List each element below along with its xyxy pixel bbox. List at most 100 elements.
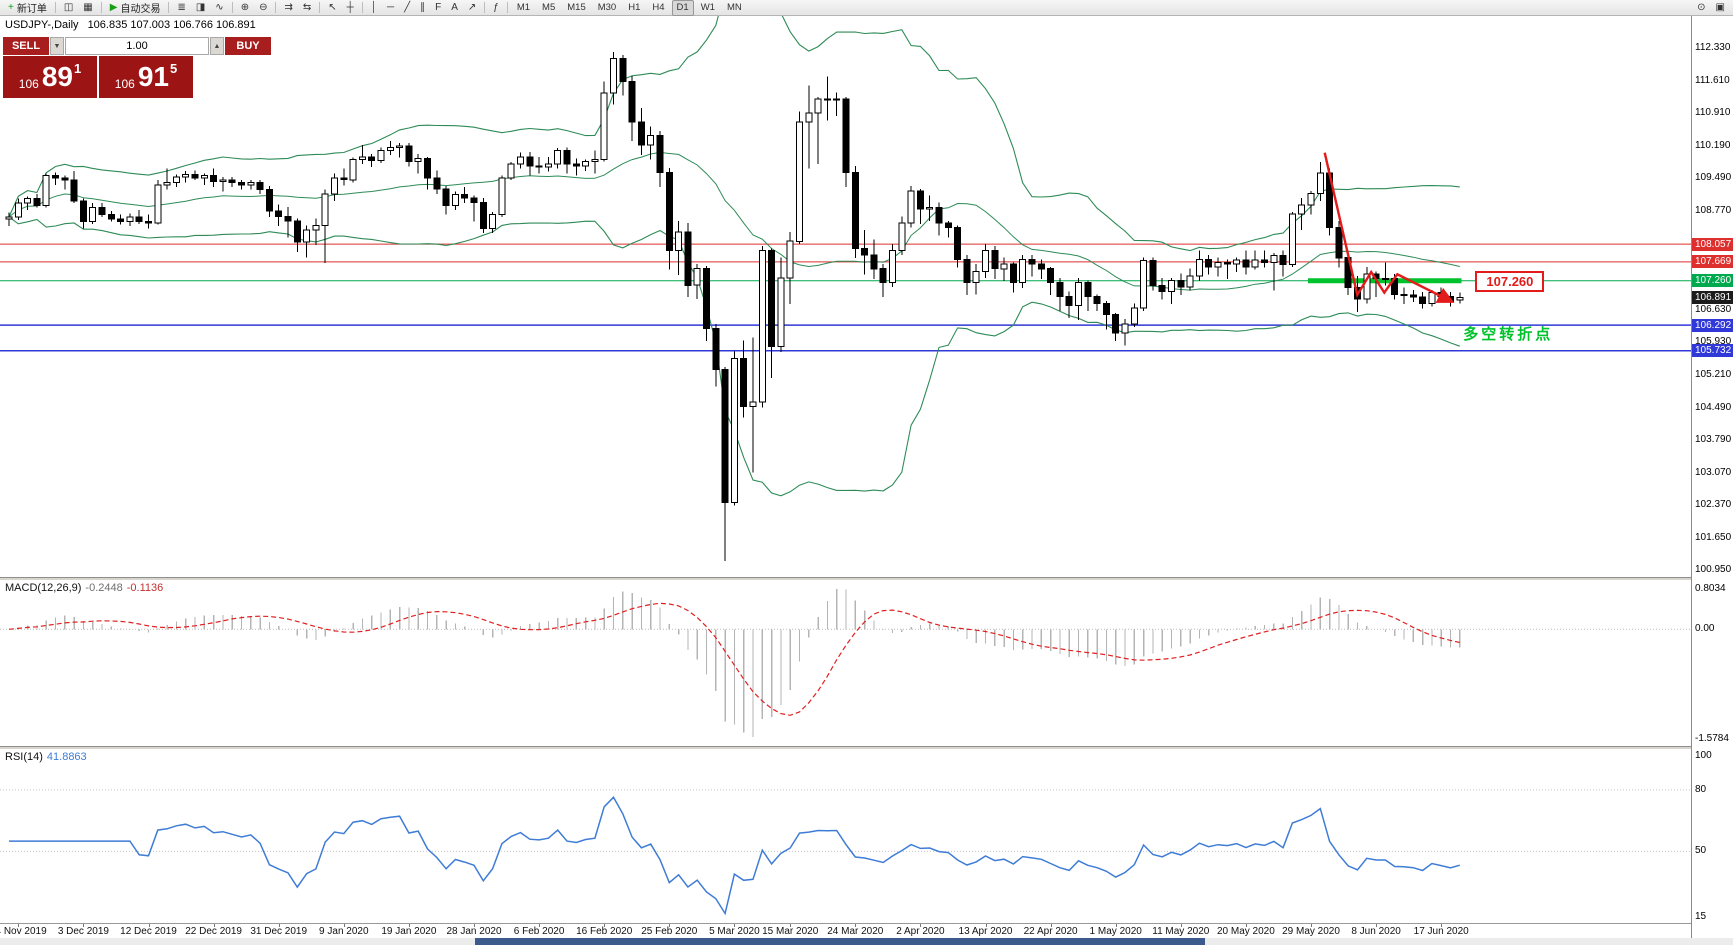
bar-chart-icon[interactable]: ≣ [173,0,189,16]
bar-chart-icon: ≣ [177,2,186,13]
time-axis-tick [669,924,671,927]
candlestick-chart-canvas[interactable] [0,16,1691,577]
volume-input[interactable] [65,37,209,55]
timeframe-button-m15[interactable]: M15 [567,2,586,13]
horizontal-line-icon[interactable]: ─ [383,0,398,16]
sell-button[interactable]: SELL [3,37,49,55]
buy-button[interactable]: BUY [225,37,271,55]
date-label: 8 Jun 2020 [1351,926,1401,937]
channel-icon: ∥ [420,2,426,13]
new-order-button: + [8,2,14,13]
indicators-icon[interactable]: ƒ [489,0,503,16]
date-label: 6 Feb 2020 [513,926,565,937]
time-axis-tick [1050,924,1052,927]
time-axis-tick [920,924,922,927]
date-label: 11 May 2020 [1152,926,1210,937]
rsi-pane[interactable]: RSI(14) 41.8863 [0,749,1692,923]
timeframe-button-mn[interactable]: MN [726,2,742,13]
macd-name: MACD(12,26,9) [5,582,82,594]
date-label: 28 Jan 2020 [446,926,502,937]
time-axis-tick [278,924,280,927]
arrow-tool-icon: ↗ [467,2,477,13]
tile-windows-icon: ▦ [83,2,93,13]
date-label: 12 Dec 2019 [120,926,177,937]
new-order-button[interactable]: + 新订单 [4,0,51,16]
arrow-tool-icon[interactable]: ↗ [464,0,480,16]
timeframe-button-h4[interactable]: H4 [652,2,665,13]
time-axis-tick [83,924,85,927]
turning-point-annotation[interactable]: 多空转折点 [1463,325,1554,343]
price-axis-label: 104.490 [1695,401,1732,413]
chart-window-icon: ◫ [63,2,74,13]
cursor-icon[interactable]: ↖ [324,0,340,16]
time-axis-tick [408,924,410,927]
time-axis-tick [539,924,541,927]
auto-scroll-icon[interactable]: ⇉ [280,0,296,16]
price-level-annotation-box[interactable]: 107.260 [1475,270,1545,292]
sell-price-button[interactable]: 106 89 1 [3,56,97,98]
sell-price-point: 1 [73,61,82,76]
panel-icon[interactable]: ▣ [1712,0,1729,16]
price-axis[interactable]: 112.330 111.610 110.910 110.190 109.490 108.7… [1692,16,1733,938]
sell-dropdown-arrow-icon[interactable]: ▼ [50,37,64,55]
rsi-value: 41.8863 [46,751,87,763]
scrollbar-thumb[interactable] [475,938,1205,945]
toolbar: + 新订单 ◫ ▦ ▶ 自动交易 ≣ ◨ ∿ ⊕ ⊖ ⇉ ⇆ ↖ ┼ │ ─ ╱ ∥ F A ↗ ƒ M1 M5 M15 M30 H1… [0,0,1733,16]
zoom-out-icon[interactable]: ⊖ [255,0,271,16]
chart-shift-icon[interactable]: ⇆ [299,0,315,16]
fibonacci-icon[interactable]: F [431,0,445,16]
price-axis-label: 109.490 [1695,172,1732,184]
channel-icon[interactable]: ∥ [416,0,429,16]
date-label: 15 Mar 2020 [762,926,819,937]
time-axis-tick [1180,924,1182,927]
pane-splitter[interactable] [0,746,1733,749]
rsi-canvas[interactable] [0,749,1691,923]
zoom-in-icon: ⊕ [240,2,250,13]
panel-icon: ▣ [1715,2,1725,13]
rsi-label: RSI(14) 41.8863 [5,751,87,763]
timeframe-button-m1[interactable]: M1 [516,2,531,13]
price-axis-label: 102.370 [1695,498,1732,510]
crosshair-icon[interactable]: ┼ [343,0,358,16]
date-label: 3 Dec 2019 [57,926,109,937]
price-axis-label: 80 [1695,783,1707,795]
time-axis[interactable]: 24 Nov 2019 3 Dec 2019 12 Dec 2019 22 Dec 2… [0,923,1692,938]
zoom-in-icon[interactable]: ⊕ [237,0,253,16]
vertical-line-icon[interactable]: │ [367,0,381,16]
buy-price-button[interactable]: 106 91 5 [99,56,193,98]
line-chart-icon[interactable]: ∿ [211,0,227,16]
pane-splitter[interactable] [0,577,1733,580]
macd-canvas[interactable] [0,580,1691,746]
horizontal-scrollbar[interactable] [0,938,1733,945]
search-icon[interactable]: ⊙ [1693,0,1709,16]
main-chart-pane[interactable]: USDJPY-,Daily 106.835 107.003 106.766 106… [0,16,1692,577]
auto-trading-button[interactable]: ▶ 自动交易 [106,0,165,16]
timeframe-button-d1[interactable]: D1 [671,0,694,16]
date-label: 17 Jun 2020 [1413,926,1469,937]
price-axis-label: 101.650 [1695,532,1732,543]
buy-price-figure: 106 [114,77,135,91]
timeframe-button-h1[interactable]: H1 [628,2,641,13]
price-axis-label: 110.910 [1695,107,1731,119]
chart-shift-icon: ⇆ [302,2,312,13]
date-label: 2 Apr 2020 [896,926,945,937]
auto-scroll-icon: ⇉ [284,2,293,13]
sell-price-figure: 106 [18,77,39,91]
price-axis-label: 15 [1695,911,1707,922]
tile-windows-icon[interactable]: ▦ [79,0,96,16]
timeframe-button-m5[interactable]: M5 [542,2,556,13]
toolbar-separator [100,2,102,13]
candlestick-chart-icon[interactable]: ◨ [192,0,209,16]
toolbar-separator [506,2,508,13]
price-axis-label: -1.5784 [1695,733,1729,744]
indicators-icon: ƒ [493,2,499,13]
price-axis-label: 103.070 [1695,466,1732,478]
volume-up-arrow-icon[interactable]: ▲ [210,37,224,55]
timeframe-button-w1[interactable]: W1 [700,2,715,13]
chart-window-icon[interactable]: ◫ [60,0,77,16]
macd-pane[interactable]: MACD(12,26,9) -0.2448 -0.1136 [0,580,1692,746]
text-icon[interactable]: A [447,0,462,16]
trendline-icon[interactable]: ╱ [400,0,414,16]
timeframe-button-m30[interactable]: M30 [597,2,617,13]
price-axis-badge: 107.669 [1692,255,1733,269]
